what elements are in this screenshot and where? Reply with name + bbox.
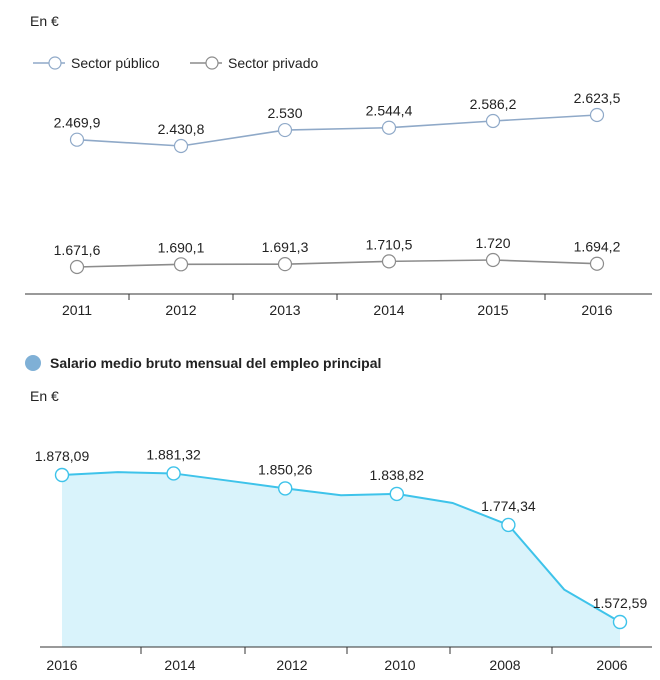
data-label: 1.878,09 — [35, 448, 90, 464]
x-tick-label: 2013 — [269, 302, 300, 318]
x-tick-label: 2016 — [46, 657, 77, 673]
data-label: 1.720 — [475, 235, 510, 251]
data-label: 2.469,9 — [54, 115, 101, 131]
legend-marker — [205, 56, 219, 70]
data-label: 2.530 — [267, 105, 302, 121]
chart2-area: 1.878,09 1.881,32 1.850,26 1.838,82 1.774,34… — [35, 446, 648, 647]
monthly-salary-chart: Salario medio bruto mensual del empleo p… — [25, 355, 652, 673]
data-label: 1.671,6 — [54, 242, 101, 258]
data-point — [173, 138, 189, 154]
x-tick-label: 2012 — [276, 657, 307, 673]
x-tick-label: 2014 — [164, 657, 195, 673]
data-point — [69, 132, 85, 147]
chart1-series: 2.469,9 2.430,8 2.530 2.544,4 2.586,2 2.623,5… — [54, 90, 621, 275]
chart2-unit-label: En € — [30, 388, 59, 404]
data-label: 1.572,59 — [593, 595, 648, 611]
data-point — [612, 614, 628, 630]
data-point — [69, 259, 85, 275]
chart1-legend: Sector público Sector privado — [33, 55, 318, 71]
area-fill — [62, 472, 620, 647]
section-bullet-icon — [25, 355, 41, 371]
chart1-x-axis: 2011 2012 2013 2014 2015 2016 — [25, 293, 652, 318]
data-label: 1.710,5 — [366, 236, 413, 252]
data-point — [166, 466, 181, 481]
legend-entry: Sector privado — [228, 55, 318, 71]
data-point — [278, 481, 293, 496]
data-point — [381, 254, 397, 269]
series-line — [76, 259, 598, 268]
chart1-unit-label: En € — [30, 13, 59, 29]
data-label: 2.544,4 — [366, 103, 413, 119]
legend-marker — [48, 56, 62, 70]
data-point — [277, 257, 293, 272]
data-label: 2.623,5 — [574, 90, 621, 106]
data-point — [485, 113, 501, 129]
x-tick-label: 2015 — [477, 302, 508, 318]
section-title: Salario medio bruto mensual del empleo p… — [50, 355, 381, 371]
data-point — [277, 122, 293, 138]
x-tick-label: 2011 — [62, 302, 92, 318]
data-label: 1.774,34 — [481, 498, 536, 514]
chart2-x-axis: 2016 2014 2012 2010 2008 2006 — [40, 646, 652, 673]
data-point — [589, 107, 605, 123]
x-tick-label: 2010 — [384, 657, 415, 673]
data-label: 1.850,26 — [258, 461, 313, 477]
x-tick-label: 2008 — [489, 657, 520, 673]
employment-salary-chart: En € Sector público Sector privado 2.469,… — [25, 13, 652, 318]
data-label: 1.690,1 — [158, 239, 205, 255]
data-point — [485, 252, 501, 268]
data-label: 2.586,2 — [470, 96, 517, 112]
data-point — [501, 517, 516, 533]
x-tick-label: 2014 — [373, 302, 404, 318]
series-line — [61, 471, 621, 623]
series-line — [76, 114, 598, 147]
legend-entry: Sector público — [71, 55, 160, 71]
data-label: 1.881,32 — [146, 446, 201, 462]
data-point — [173, 257, 189, 272]
data-point — [381, 120, 397, 135]
data-point — [389, 486, 404, 502]
data-label: 1.838,82 — [370, 467, 425, 483]
data-point — [589, 256, 605, 271]
x-tick-label: 2012 — [165, 302, 196, 318]
x-tick-label: 2006 — [596, 657, 627, 673]
data-label: 2.430,8 — [158, 121, 205, 137]
data-label: 1.691,3 — [262, 239, 309, 255]
data-label: 1.694,2 — [574, 239, 621, 255]
data-point — [54, 467, 70, 483]
x-tick-label: 2016 — [581, 302, 612, 318]
